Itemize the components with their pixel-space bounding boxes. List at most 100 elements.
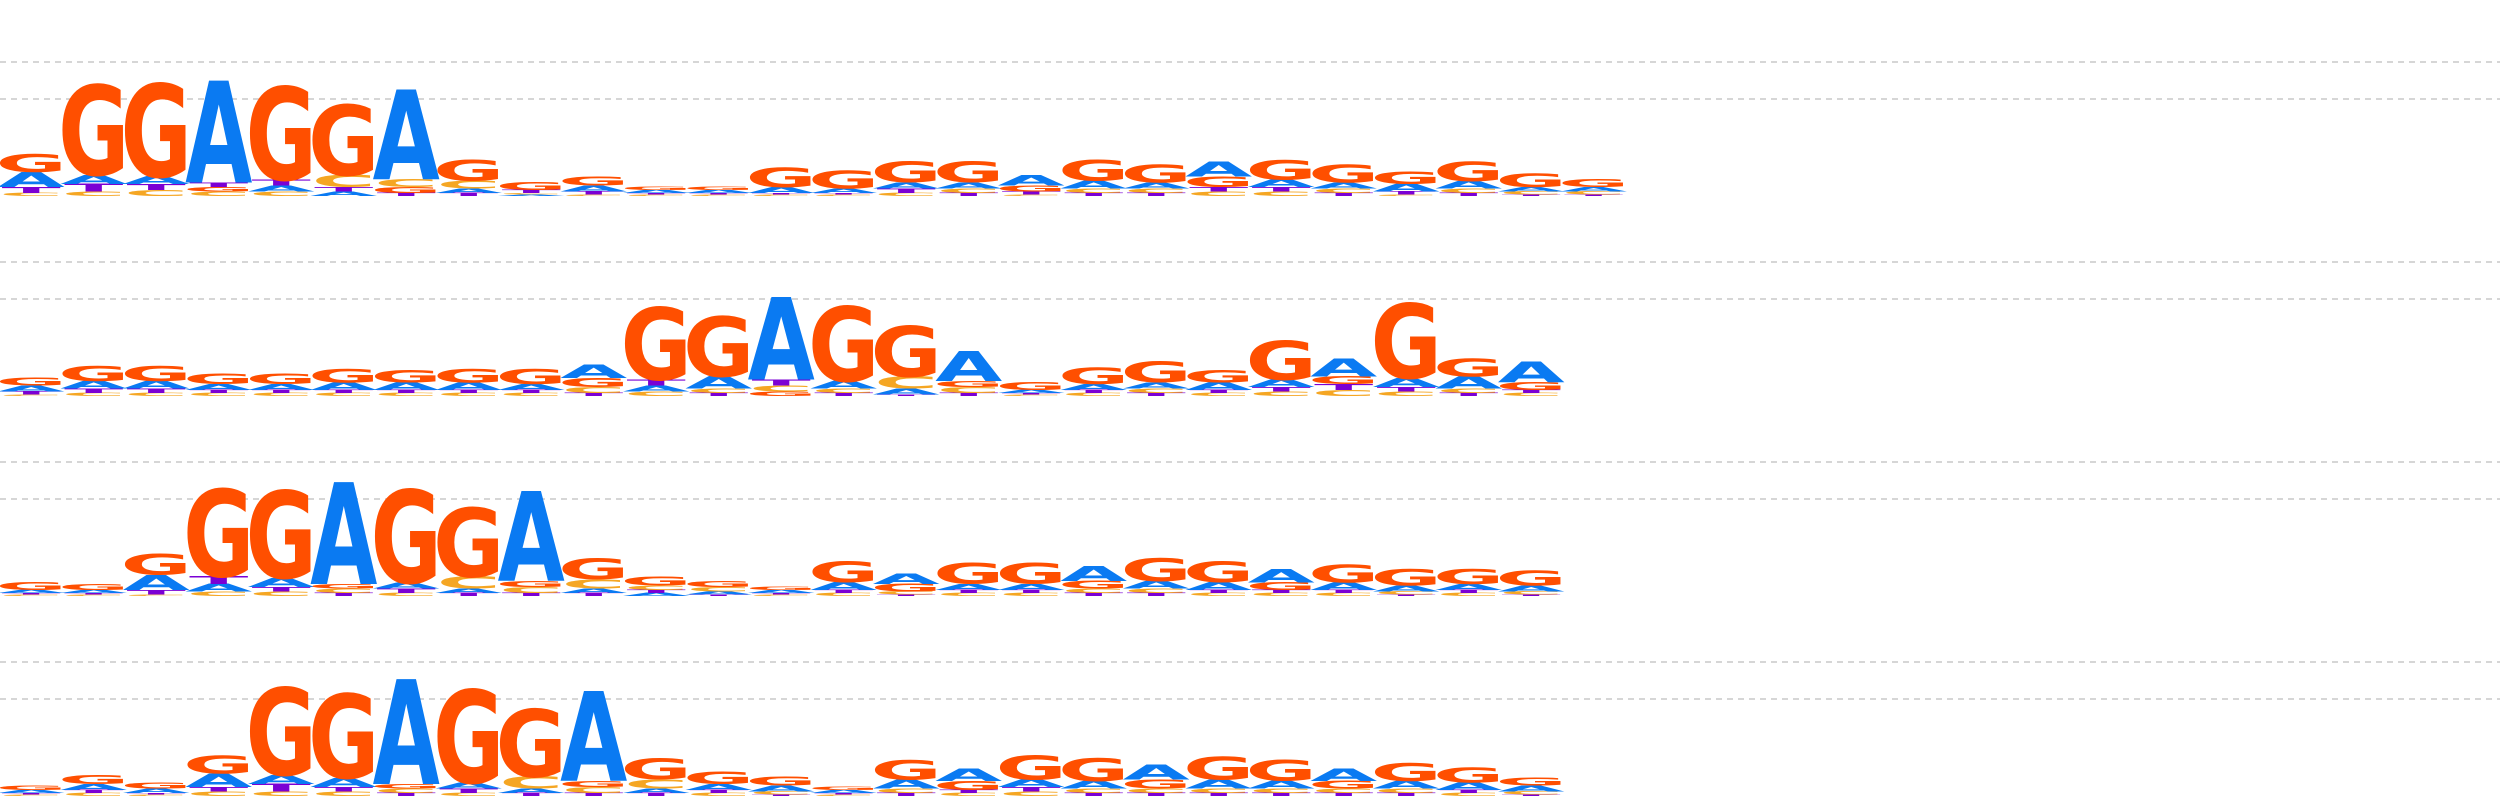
logo-letter-C: C	[749, 791, 813, 796]
logo-letter-A: A	[0, 384, 65, 394]
logo-letter-G: G	[1246, 755, 1317, 788]
logo-letter-A: A	[1185, 381, 1252, 393]
logo-letter-G: G	[433, 490, 504, 599]
logo-letter-C: C	[124, 794, 188, 796]
logo-letter-C: C	[1187, 392, 1251, 397]
logo-letter-A: A	[310, 381, 377, 393]
logo-letter-A: A	[1248, 565, 1316, 587]
logo-letter-A: A	[0, 168, 65, 192]
logo-letter-A: A	[185, 582, 252, 594]
logo-letter-T: T	[502, 792, 561, 797]
logo-letter-C: C	[0, 794, 63, 796]
logo-letter-T: T	[627, 792, 686, 797]
logo-letter-G: G	[308, 365, 379, 387]
logo-letter-T: T	[64, 789, 123, 794]
logo-letter-C: C	[1437, 187, 1501, 194]
logo-letter-G: G	[1558, 178, 1629, 190]
logo-letter-T: T	[1314, 382, 1373, 392]
logo-letter-G: G	[496, 181, 567, 193]
logo-letter-T: T	[1252, 386, 1311, 393]
logo-letter-A: A	[123, 787, 191, 794]
logo-letter-T: T	[377, 792, 436, 797]
logo-letter-C: C	[1124, 387, 1188, 394]
logo-letter-C: C	[937, 592, 1001, 597]
logo-letter-T: T	[314, 592, 373, 597]
logo-letter-G: G	[1058, 155, 1129, 188]
logo-letter-C: C	[562, 194, 626, 196]
logo-letter-G: G	[1433, 354, 1504, 383]
logo-letter-C: C	[249, 190, 313, 197]
logo-letter-T: T	[1502, 794, 1561, 796]
logo-letter-A: A	[1435, 179, 1502, 191]
logo-letter-C: C	[937, 385, 1001, 395]
logo-letter-T: T	[377, 389, 436, 394]
logo-letter-A: A	[560, 668, 627, 800]
logo-letter-C: C	[749, 384, 813, 394]
logo-letter-T: T	[377, 192, 436, 197]
logo-letter-G: G	[1308, 375, 1379, 387]
logo-letter-T: T	[1252, 589, 1311, 594]
logo-letter-C: C	[1062, 392, 1126, 397]
logo-letter-C: C	[1374, 194, 1438, 196]
logo-letter-C: C	[1437, 792, 1501, 797]
logo-letter-A: A	[498, 787, 566, 794]
logo-letter-C: C	[624, 194, 688, 196]
logo-letter-T: T	[1439, 789, 1498, 794]
logo-letter-G: G	[246, 371, 317, 388]
logo-letter-A: A	[685, 782, 753, 792]
logo-letter-A: A	[373, 381, 440, 393]
logo-letter-A: A	[873, 777, 940, 792]
logo-letter-G: G	[683, 579, 754, 589]
logo-letter-C: C	[499, 773, 563, 792]
logo-letter-C: C	[0, 594, 63, 596]
logo-letter-T: T	[1252, 186, 1311, 193]
logo-letter-C: C	[1374, 390, 1438, 397]
logo-letter-A: A	[1373, 779, 1440, 791]
logo-letter-C: C	[937, 792, 1001, 797]
logo-letter-A: A	[1373, 584, 1441, 594]
logo-letter-G: G	[183, 371, 254, 388]
logo-letter-C: C	[562, 385, 626, 395]
logo-letter-C: C	[937, 187, 1001, 194]
logo-letter-A: A	[373, 66, 440, 209]
logo-letter-A: A	[1310, 354, 1378, 383]
logo-letter-T: T	[189, 786, 248, 793]
logo-letter-A: A	[748, 589, 816, 594]
logo-letter-T: T	[1502, 389, 1561, 394]
logo-letter-A: A	[623, 787, 691, 794]
logo-letter-C: C	[1187, 592, 1251, 597]
logo-letter-G: G	[1246, 155, 1317, 186]
logo-letter-T: T	[1377, 792, 1436, 797]
logo-letter-T: T	[127, 387, 186, 394]
logo-letter-C: C	[187, 190, 251, 197]
logo-letter-T: T	[252, 389, 311, 394]
logo-letter-A: A	[623, 592, 691, 597]
logo-letter-A: A	[1060, 179, 1127, 191]
logo-letter-A: A	[1185, 157, 1252, 181]
logo-letter-T: T	[189, 575, 248, 587]
logo-letter-C: C	[1374, 591, 1438, 596]
logo-letter-T: T	[939, 192, 998, 197]
logo-letter-G: G	[746, 162, 817, 193]
logo-letter-A: A	[1060, 382, 1128, 392]
logo-letter-G: G	[1496, 566, 1567, 590]
logo-letter-C: C	[1062, 187, 1126, 194]
logo-letter-A: A	[1310, 581, 1377, 593]
logo-letter-T: T	[752, 193, 811, 195]
logo-letter-G: G	[246, 467, 317, 606]
logo-letter-C: C	[1062, 787, 1126, 794]
logo-letter-G: G	[1183, 556, 1254, 589]
logo-letter-G: G	[58, 62, 129, 205]
logo-letter-C: C	[1312, 592, 1376, 597]
logo-letter-T: T	[1314, 792, 1373, 797]
logo-letter-T: T	[1064, 792, 1123, 797]
logo-letter-C: C	[687, 387, 751, 394]
logo-letter-C: C	[1187, 787, 1251, 794]
logo-letter-T: T	[1314, 589, 1373, 594]
logo-letter-T: T	[1064, 192, 1123, 197]
logo-letter-T: T	[814, 193, 873, 195]
logo-letter-G: G	[621, 574, 692, 589]
logo-letter-A: A	[185, 54, 252, 216]
logo-letter-T: T	[689, 789, 748, 794]
logo-letter-G: G	[1246, 581, 1317, 593]
